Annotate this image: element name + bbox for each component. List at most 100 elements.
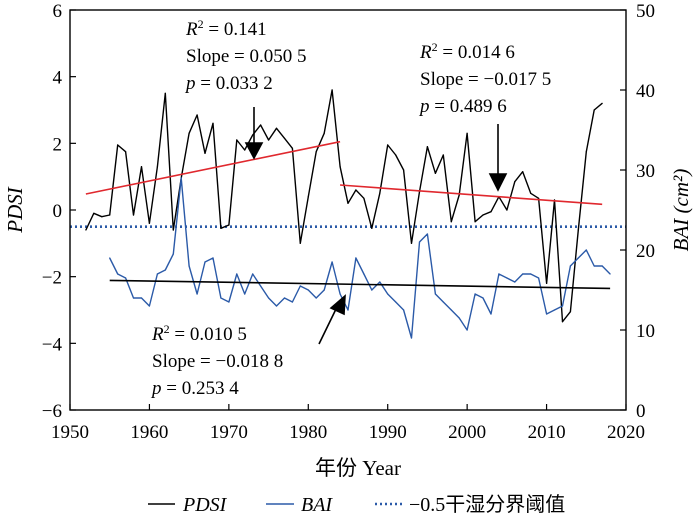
y-left-tick-label: 6: [53, 1, 63, 22]
bai-point: [164, 269, 166, 271]
pdsi-point: [125, 151, 127, 153]
x-tick-label: 1950: [51, 422, 89, 443]
pdsi-point: [403, 169, 405, 171]
pdsi-point: [148, 222, 150, 224]
annotation-1-r2: R2 = 0.141: [185, 17, 267, 40]
y-right-tick-label: 20: [636, 241, 655, 262]
arrow-2-head: [488, 173, 508, 192]
pdsi-point: [244, 149, 246, 151]
pdsi-point: [85, 229, 87, 231]
bai-point: [172, 253, 174, 255]
pdsi-point: [283, 137, 286, 139]
pdsi-point: [458, 194, 460, 196]
bai-point: [569, 265, 572, 267]
pdsi-point: [117, 144, 119, 146]
arrow-3-head: [329, 294, 346, 316]
bai-point: [403, 309, 405, 311]
bai-point: [609, 273, 611, 275]
annotation-3-slope: Slope = −0.018 8: [152, 351, 283, 372]
bai-point: [426, 233, 428, 235]
bai-point: [395, 301, 397, 303]
pdsi-point: [132, 214, 135, 216]
y-left-tick-label: 0: [53, 201, 63, 222]
pdsi-point: [339, 166, 341, 168]
bai-point: [156, 273, 158, 275]
x-tick-label: 2020: [607, 422, 645, 443]
pdsi-point: [577, 229, 579, 231]
pdsi-point: [140, 166, 143, 168]
y-right-tick-label: 40: [636, 81, 655, 102]
y-right-tick-label: 10: [636, 321, 655, 342]
pdsi-point: [355, 189, 357, 191]
trend-line-2: [339, 184, 603, 206]
pdsi-point: [156, 166, 158, 168]
pdsi-point: [546, 282, 548, 284]
arrow-1-head: [244, 142, 264, 160]
bai-point: [506, 277, 508, 279]
bai-point: [387, 293, 389, 295]
annotation-1: R2 = 0.141 Slope = 0.050 5 p = 0.033 2: [184, 17, 307, 94]
y-right-tick-label: 0: [636, 401, 646, 422]
bai-point: [315, 297, 317, 299]
pdsi-point: [315, 151, 317, 153]
bai-point: [196, 293, 198, 295]
bai-point: [466, 329, 468, 331]
bai-point: [585, 249, 587, 251]
bai-point: [125, 277, 127, 279]
annotation-3: R2 = 0.010 5 Slope = −0.018 8 p = 0.253 …: [150, 322, 283, 399]
pdsi-point: [474, 221, 476, 223]
bai-point: [371, 289, 373, 291]
arrow-3-shaft: [318, 306, 338, 345]
pdsi-point: [450, 221, 452, 223]
pdsi-point: [466, 132, 468, 134]
x-tick-label: 1980: [289, 422, 327, 443]
pdsi-point: [260, 124, 262, 126]
pdsi-point: [299, 242, 301, 244]
bai-point: [347, 309, 349, 311]
pdsi-point: [561, 321, 564, 323]
bai-point: [379, 281, 381, 283]
y-left-tick-label: −4: [42, 334, 63, 355]
annotation-2-p: p = 0.489 6: [418, 96, 507, 117]
bai-point: [355, 257, 357, 259]
pdsi-point: [172, 229, 174, 231]
pdsi-point: [188, 132, 190, 134]
bai-point: [117, 273, 119, 275]
pdsi-point: [530, 192, 532, 194]
y-left-tick-label: 4: [53, 68, 63, 89]
pdsi-point: [275, 127, 278, 129]
pdsi-point: [228, 224, 230, 226]
annotation-3-r2: R2 = 0.010 5: [151, 322, 247, 345]
pdsi-point: [434, 172, 436, 174]
pdsi-point: [331, 89, 333, 91]
bai-point: [204, 261, 206, 263]
legend-pdsi-label: PDSI: [182, 494, 228, 516]
pdsi-point: [347, 202, 349, 204]
annotation-arrows: [244, 107, 508, 345]
bai-point: [291, 301, 293, 303]
bai-point: [553, 309, 556, 311]
bai-point: [601, 265, 603, 267]
y-axis-title-right: BAI (cm²): [669, 169, 693, 252]
bai-point: [260, 285, 262, 287]
bai-point: [482, 297, 484, 299]
bai-point: [538, 277, 540, 279]
bai-point: [252, 273, 254, 275]
y-left-tick-label: 2: [53, 134, 63, 155]
bai-point: [442, 301, 444, 303]
x-tick-label: 2000: [448, 422, 486, 443]
pdsi-point: [252, 134, 254, 136]
x-tick-label: 1990: [369, 422, 407, 443]
legend-bai-label: BAI: [301, 494, 333, 516]
y-axis-title-left: PDSI: [3, 186, 27, 233]
bai-point: [236, 273, 238, 275]
y-right-tick-label: 50: [636, 1, 655, 22]
pdsi-point: [204, 152, 206, 154]
pdsi-point: [212, 122, 214, 124]
pdsi-point: [410, 242, 413, 244]
bai-point: [577, 257, 579, 259]
pdsi-point: [164, 92, 166, 94]
pdsi-point: [220, 227, 222, 229]
legend: PDSI BAI −0.5干湿分界阈值: [148, 493, 565, 516]
